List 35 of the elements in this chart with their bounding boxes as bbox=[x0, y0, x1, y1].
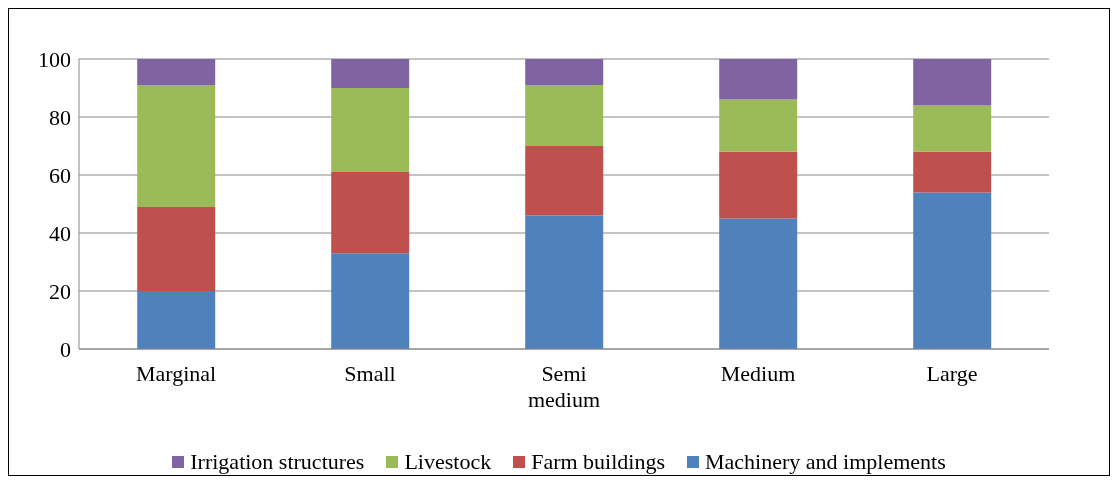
bar bbox=[525, 215, 604, 349]
legend-label: Irrigation structures bbox=[190, 449, 365, 475]
legend-label: Livestock bbox=[404, 449, 492, 475]
bar bbox=[719, 151, 798, 219]
y-tick-label: 20 bbox=[49, 278, 71, 304]
bar bbox=[525, 59, 604, 86]
y-tick-label: 80 bbox=[49, 104, 71, 130]
bar bbox=[331, 59, 410, 88]
bar bbox=[331, 172, 410, 254]
x-tick-label: Medium bbox=[720, 361, 796, 386]
y-tick-label: 60 bbox=[49, 162, 71, 188]
bar bbox=[331, 253, 410, 349]
x-tick-label: Large bbox=[926, 361, 978, 386]
bar bbox=[137, 291, 216, 349]
bar bbox=[525, 85, 604, 146]
x-tick-label: Small bbox=[344, 361, 396, 386]
x-tick-label: Marginal bbox=[135, 361, 217, 386]
bar bbox=[913, 192, 992, 349]
bar bbox=[331, 88, 410, 173]
legend-label: Machinery and implements bbox=[705, 449, 946, 475]
y-tick-label: 100 bbox=[38, 46, 71, 72]
x-tick-label: Semi medium bbox=[527, 361, 601, 412]
bar bbox=[913, 59, 992, 106]
bar bbox=[913, 151, 992, 193]
legend-label: Farm buildings bbox=[531, 449, 665, 475]
bar bbox=[913, 105, 992, 152]
bar bbox=[137, 85, 216, 207]
bar bbox=[137, 206, 216, 291]
y-tick-label: 40 bbox=[49, 220, 71, 246]
y-tick-label: 0 bbox=[60, 336, 71, 362]
bar bbox=[137, 59, 216, 86]
bar bbox=[719, 99, 798, 152]
bar bbox=[525, 146, 604, 216]
bar bbox=[719, 59, 798, 100]
bar bbox=[719, 218, 798, 349]
